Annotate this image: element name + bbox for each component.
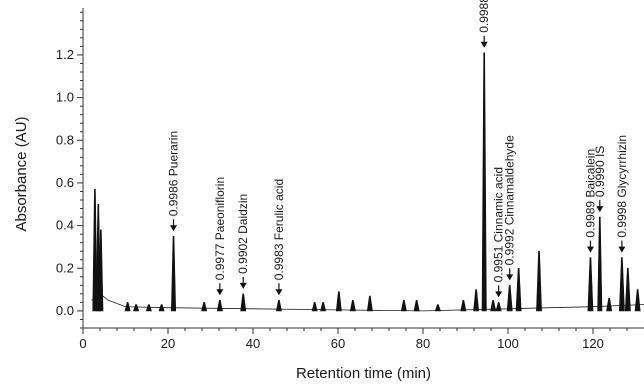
peak-annotation-label: 0.9977 Paeoniflorin <box>213 177 227 280</box>
chromatogram-peak <box>145 304 152 312</box>
y-tick-label: 0.6 <box>56 175 74 190</box>
peak-annotation-label: 0.9988 Baicalin <box>477 0 491 33</box>
chromatogram-peak <box>481 52 487 312</box>
y-tick-label: 1.0 <box>56 90 74 105</box>
chromatogram-peak <box>434 304 441 312</box>
annotation-arrowhead <box>506 274 514 281</box>
y-tick-label: 0.8 <box>56 132 74 147</box>
annotation-arrowhead <box>596 206 604 213</box>
x-tick-label: 20 <box>161 336 175 351</box>
peak-annotation-label: 0.9998 Glycyrrhizin <box>615 135 629 238</box>
annotation-arrowhead <box>586 246 594 253</box>
baseline-trace <box>91 293 644 312</box>
chromatogram-peak <box>349 299 356 312</box>
chromatogram-peak <box>536 250 542 312</box>
chromatogram-peak <box>587 257 594 312</box>
chromatogram-peak <box>216 299 223 312</box>
annotation-arrowhead <box>618 246 626 253</box>
chromatogram-peak <box>366 295 373 312</box>
annotation-arrowhead <box>239 282 247 289</box>
chromatogram-peak <box>201 302 208 312</box>
y-tick-label: 0.2 <box>56 260 74 275</box>
y-tick-label: 0.4 <box>56 218 74 233</box>
axes: 0.0 0.2 0.4 0.6 0.8 1.0 1.2 0 20 40 60 80 100 120 <box>56 8 644 351</box>
chromatogram-peak <box>92 189 98 312</box>
x-tick-label: 40 <box>246 336 260 351</box>
chromatogram-peak <box>124 302 131 312</box>
chromatogram-peak <box>460 299 467 312</box>
chromatogram-peak <box>275 299 282 312</box>
chromatogram-peak <box>335 291 342 312</box>
peak-annotation-label: 0.9990 IS <box>593 146 607 197</box>
chromatogram-peak <box>133 304 140 312</box>
chromatogram-peak <box>311 302 318 312</box>
y-tick-label: 1.2 <box>56 47 74 62</box>
annotation-arrowhead <box>495 291 503 298</box>
chromatogram-peak <box>597 216 603 312</box>
peak-annotation-label: 0.9986 Puerarin <box>167 131 181 216</box>
chromatogram-peak <box>506 285 513 312</box>
peak-annotation-label: 0.9983 Ferulic acid <box>272 179 286 280</box>
peak-annotation-label: 0.9951 Cinnamic acid <box>492 167 506 282</box>
chromatogram-peak <box>98 229 104 312</box>
peaks-layer <box>92 52 641 312</box>
annotation-arrowhead <box>275 289 283 296</box>
chromatogram-peak <box>606 297 613 312</box>
annotation-arrowhead <box>480 41 488 48</box>
peak-annotation-label: 0.9992 Cinnamaldehyde <box>503 135 517 265</box>
annotation-arrowhead <box>216 289 224 296</box>
chromatogram-peak <box>240 293 247 312</box>
x-tick-label: 80 <box>416 336 430 351</box>
chromatogram-peak <box>618 257 625 312</box>
chromatogram-peak <box>515 267 522 312</box>
annotations-layer: 0.9986 Puerarin 0.9977 Paeoniflorin 0.9902… <box>167 0 629 298</box>
chromatogram-peak <box>413 299 420 312</box>
x-axis-title: Retention time (min) <box>296 365 431 382</box>
chromatogram-peak <box>473 289 480 312</box>
y-axis-title: Absorbance (AU) <box>13 116 30 231</box>
x-tick-label: 0 <box>79 336 86 351</box>
chromatogram-peak <box>171 235 177 312</box>
baseline-layer <box>91 293 644 312</box>
chromatogram-peak <box>624 267 631 312</box>
chromatogram-peak <box>158 304 165 312</box>
chromatogram-peak <box>320 302 327 312</box>
chromatogram-peak <box>400 299 407 312</box>
y-tick-label: 0.0 <box>56 303 74 318</box>
peak-annotation-label: 0.9989 Baicalein <box>583 149 597 238</box>
chromatogram-peak <box>490 299 497 312</box>
peak-annotation-label: 0.9902 Daidzin <box>236 194 250 274</box>
annotation-arrowhead <box>170 225 178 232</box>
chromatogram-peak <box>634 289 641 312</box>
x-tick-label: 100 <box>497 336 519 351</box>
x-tick-label: 120 <box>582 336 604 351</box>
x-tick-label: 60 <box>331 336 345 351</box>
chromatogram-peak <box>495 302 502 312</box>
